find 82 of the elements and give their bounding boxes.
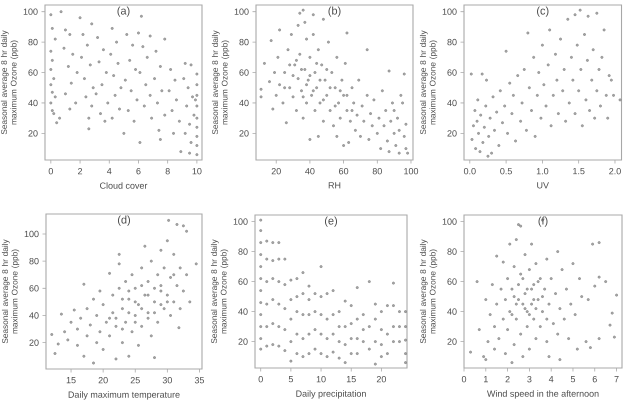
y-tick-label: 80 — [29, 258, 39, 264]
chart-title: (b) — [328, 6, 341, 17]
x-tick-label: 1 — [484, 376, 488, 382]
x-axis-title: Daily maximum temperature — [68, 391, 180, 400]
y-tick-label: 20 — [447, 130, 457, 137]
y-tick-label: 80 — [238, 248, 248, 255]
x-tick-label: 40 — [305, 168, 315, 174]
x-tick-label: 20 — [272, 168, 281, 174]
y-tick-label: 100 — [24, 230, 39, 238]
y-tick-label: 100 — [234, 8, 249, 15]
y-tick-label: 60 — [447, 69, 457, 76]
x-tick-label: 0 — [48, 168, 53, 174]
x-tick-label: 8 — [166, 168, 170, 174]
y-tick-label: 40 — [239, 100, 249, 106]
y-axis-title: Seasonal average 8 hr daily maximum Ozone (ppb) — [2, 239, 20, 344]
x-tick-label: 0.5 — [500, 168, 512, 174]
x-tick-label: 3 — [527, 376, 532, 382]
x-tick-label: 15 — [346, 376, 356, 382]
y-tick-label: 60 — [28, 69, 38, 76]
x-tick-label: 80 — [372, 168, 382, 174]
x-axis-title: Wind speed in the afternoon — [486, 390, 598, 399]
x-tick-label: 0.0 — [464, 168, 476, 174]
y-tick-label: 60 — [239, 69, 249, 76]
x-tick-label: 6 — [136, 168, 141, 174]
y-axis-title: Seasonal average 8 hr daily maximum Ozone (ppb) — [210, 239, 228, 344]
x-tick-label: 5 — [288, 376, 294, 382]
y-tick-label: 20 — [239, 130, 249, 137]
x-axis-title: UV — [537, 182, 549, 188]
x-tick-label: 10 — [192, 168, 202, 174]
x-axis-title: Daily precipitation — [296, 390, 366, 399]
y-tick-label: 80 — [28, 38, 38, 46]
x-tick-label: 25 — [130, 377, 140, 384]
y-tick-label: 20 — [29, 339, 39, 346]
y-tick-label: 60 — [238, 278, 248, 285]
chart-title: (e) — [324, 216, 338, 227]
x-tick-label: 35 — [194, 377, 204, 384]
x-tick-label: 5 — [570, 376, 576, 382]
y-tick-label: 20 — [238, 338, 248, 345]
x-tick-label: 7 — [614, 376, 619, 382]
y-tick-label: 40 — [447, 100, 457, 106]
x-tick-label: 2 — [78, 168, 82, 174]
x-axis-title: Cloud cover — [100, 182, 148, 189]
x-tick-label: 0 — [258, 376, 263, 382]
x-axis-title: RH — [328, 182, 340, 188]
y-axis-title: Seasonal average 8 hr daily maximum Ozone (ppb) — [420, 239, 438, 344]
y-tick-label: 60 — [29, 285, 39, 292]
y-tick-label: 40 — [238, 308, 248, 315]
x-tick-label: 20 — [376, 376, 386, 382]
y-tick-label: 40 — [447, 308, 457, 315]
x-tick-label: 15 — [66, 377, 76, 384]
y-axis-title: Seasonal average 8 hr daily maximum Ozone (ppb) — [420, 30, 438, 134]
x-tick-label: 0 — [462, 376, 466, 382]
chart-title: (d) — [118, 216, 130, 226]
x-tick-label: 1.0 — [536, 168, 548, 174]
x-tick-label: 100 — [404, 168, 418, 174]
y-tick-label: 100 — [442, 218, 457, 225]
x-tick-label: 10 — [316, 376, 326, 382]
chart-title: (c) — [537, 6, 548, 17]
y-tick-label: 80 — [239, 38, 249, 46]
x-tick-label: 4 — [106, 168, 112, 174]
y-tick-label: 100 — [442, 8, 457, 15]
x-tick-label: 60 — [339, 168, 348, 174]
y-tick-label: 100 — [234, 218, 248, 225]
x-tick-label: 2.0 — [609, 168, 621, 174]
x-tick-label: 2 — [506, 376, 510, 382]
x-tick-label: 20 — [98, 377, 108, 384]
y-tick-label: 40 — [28, 100, 38, 106]
y-tick-label: 100 — [24, 8, 38, 15]
y-tick-label: 40 — [29, 312, 39, 319]
y-axis-title: Seasonal average 8 hr daily maximum Ozone (ppb) — [0, 30, 18, 134]
y-tick-label: 80 — [447, 248, 457, 255]
y-tick-label: 20 — [28, 130, 38, 137]
y-tick-label: 60 — [447, 278, 457, 285]
x-tick-label: 6 — [592, 376, 597, 382]
chart-title: (a) — [117, 6, 130, 17]
x-tick-label: 4 — [548, 376, 554, 382]
y-tick-label: 20 — [447, 338, 457, 345]
x-tick-label: 1.5 — [573, 168, 585, 174]
y-axis-title: Seasonal average 8 hr daily maximum Ozone (ppb) — [212, 30, 230, 134]
x-tick-label: 30 — [162, 377, 172, 384]
chart-title: (f) — [538, 216, 548, 227]
y-tick-label: 80 — [447, 38, 457, 46]
